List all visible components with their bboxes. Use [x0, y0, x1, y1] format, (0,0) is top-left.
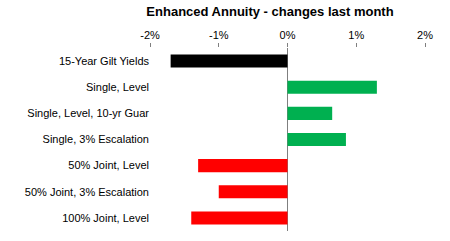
svg-text:1%: 1% — [348, 29, 364, 41]
svg-text:100% Joint, Level: 100% Joint, Level — [62, 212, 149, 224]
svg-text:50% Joint, 3% Escalation: 50% Joint, 3% Escalation — [25, 186, 149, 198]
svg-text:-1%: -1% — [209, 29, 229, 41]
svg-text:Single, Level: Single, Level — [86, 81, 149, 93]
svg-text:0%: 0% — [280, 29, 296, 41]
svg-text:15-Year Gilt Yields: 15-Year Gilt Yields — [59, 55, 150, 67]
svg-text:-2%: -2% — [140, 29, 160, 41]
svg-text:Single, 3% Escalation: Single, 3% Escalation — [43, 133, 149, 145]
svg-text:Enhanced Annuity - changes las: Enhanced Annuity - changes last month — [146, 4, 393, 19]
svg-text:50% Joint, Level: 50% Joint, Level — [68, 159, 149, 171]
svg-text:2%: 2% — [417, 29, 433, 41]
svg-text:Single, Level, 10-yr Guar: Single, Level, 10-yr Guar — [27, 107, 149, 119]
